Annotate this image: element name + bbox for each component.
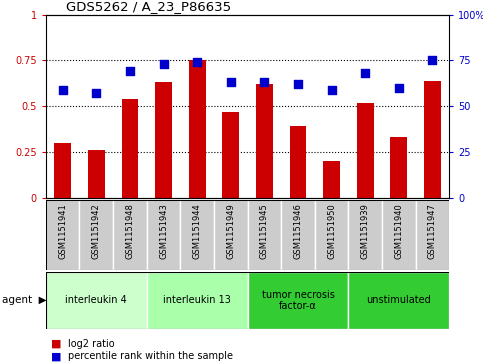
Text: ■: ■ bbox=[51, 351, 61, 362]
Bar bbox=[147, 200, 180, 270]
Bar bbox=[180, 200, 214, 270]
Bar bbox=[189, 60, 206, 198]
Bar bbox=[248, 200, 281, 270]
Bar bbox=[256, 84, 273, 198]
Bar bbox=[54, 143, 71, 198]
Point bbox=[428, 57, 436, 63]
Text: GSM1151949: GSM1151949 bbox=[226, 203, 235, 259]
Bar bbox=[80, 200, 113, 270]
Bar bbox=[289, 126, 306, 198]
Bar bbox=[323, 161, 340, 198]
Bar bbox=[357, 102, 373, 198]
Bar bbox=[46, 200, 80, 270]
Text: GSM1151939: GSM1151939 bbox=[361, 203, 369, 259]
Point bbox=[59, 87, 67, 93]
Bar bbox=[222, 112, 239, 198]
Text: GSM1151948: GSM1151948 bbox=[126, 203, 134, 259]
Bar bbox=[315, 200, 348, 270]
Text: unstimulated: unstimulated bbox=[367, 295, 431, 305]
Text: GSM1151943: GSM1151943 bbox=[159, 203, 168, 259]
Text: ■: ■ bbox=[51, 339, 61, 349]
Bar bbox=[281, 200, 315, 270]
Bar bbox=[348, 200, 382, 270]
Bar bbox=[424, 81, 441, 198]
Bar bbox=[390, 137, 407, 198]
Point bbox=[294, 81, 302, 87]
Text: log2 ratio: log2 ratio bbox=[68, 339, 114, 349]
Text: GSM1151950: GSM1151950 bbox=[327, 203, 336, 259]
Text: interleukin 4: interleukin 4 bbox=[65, 295, 127, 305]
Text: GSM1151946: GSM1151946 bbox=[294, 203, 302, 259]
Text: GSM1151944: GSM1151944 bbox=[193, 203, 201, 259]
Point bbox=[227, 79, 235, 85]
Bar bbox=[248, 272, 348, 329]
Bar bbox=[214, 200, 247, 270]
Point bbox=[395, 85, 403, 91]
Text: GSM1151941: GSM1151941 bbox=[58, 203, 67, 259]
Text: GSM1151945: GSM1151945 bbox=[260, 203, 269, 259]
Bar bbox=[46, 272, 147, 329]
Text: GSM1151940: GSM1151940 bbox=[394, 203, 403, 259]
Text: tumor necrosis
factor-α: tumor necrosis factor-α bbox=[261, 290, 334, 311]
Point bbox=[361, 70, 369, 76]
Bar bbox=[382, 200, 415, 270]
Point bbox=[260, 79, 268, 85]
Point bbox=[193, 59, 201, 65]
Bar bbox=[147, 272, 248, 329]
Bar bbox=[113, 200, 147, 270]
Bar bbox=[155, 82, 172, 198]
Bar bbox=[348, 272, 449, 329]
Text: GDS5262 / A_23_P86635: GDS5262 / A_23_P86635 bbox=[66, 0, 231, 13]
Point bbox=[126, 69, 134, 74]
Text: interleukin 13: interleukin 13 bbox=[163, 295, 231, 305]
Text: GSM1151947: GSM1151947 bbox=[428, 203, 437, 259]
Point bbox=[92, 90, 100, 96]
Bar bbox=[88, 150, 105, 198]
Point bbox=[327, 87, 335, 93]
Bar bbox=[415, 200, 449, 270]
Text: GSM1151942: GSM1151942 bbox=[92, 203, 101, 259]
Text: percentile rank within the sample: percentile rank within the sample bbox=[68, 351, 233, 362]
Bar bbox=[122, 99, 138, 198]
Text: agent  ▶: agent ▶ bbox=[2, 295, 47, 305]
Point bbox=[160, 61, 168, 67]
